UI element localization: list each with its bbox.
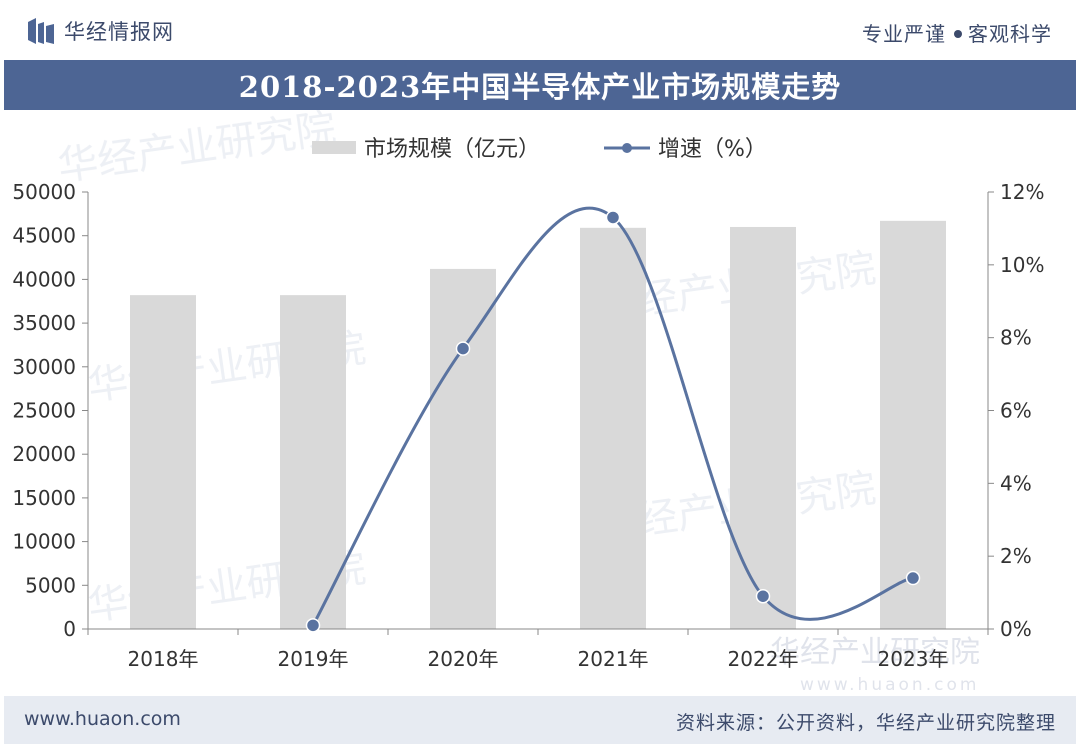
chart: 华经产业研究院华经产业研究院华经产业研究院华经产业研究院华经产业研究院华经产业研… — [12, 110, 1044, 694]
footer: www.huaon.com 资料来源：公开资料，华经产业研究院整理 — [4, 696, 1076, 744]
bar-2021年 — [580, 227, 646, 630]
growth-point-2023年 — [905, 570, 921, 586]
growth-point-2021年 — [605, 210, 621, 225]
brand: 华经情报网 — [28, 16, 174, 46]
watermark-brand: 华经产业研究院 www.huaon.com — [770, 635, 980, 694]
x-tick-label: 2018年 — [128, 647, 199, 671]
y-left-tick-label: 35000 — [12, 311, 76, 335]
y-right-tick-label: 8% — [1000, 326, 1032, 350]
y-right-tick-label: 0% — [1000, 617, 1032, 641]
watermark-brand-url: www.huaon.com — [800, 675, 979, 694]
legend-line-label: 增速（%） — [658, 137, 767, 162]
y-left-tick-label: 5000 — [25, 573, 76, 597]
bar-2023年 — [880, 220, 946, 630]
y-left-tick-label: 10000 — [12, 530, 76, 554]
legend-bar-swatch — [312, 141, 356, 154]
y-left-tick-label: 30000 — [12, 355, 76, 379]
y-left-tick-label: 0 — [63, 617, 76, 641]
y-left-tick-label: 45000 — [12, 224, 76, 248]
growth-point-2020年 — [455, 341, 471, 356]
x-tick-label: 2022年 — [728, 647, 799, 671]
top-header: 华经情报网 专业严谨 客观科学 — [0, 0, 1080, 58]
slogan-left: 专业严谨 — [862, 22, 946, 46]
growth-point-2019年 — [305, 618, 321, 633]
bar-2018年 — [130, 295, 196, 629]
watermark-text: 华经产业研究院 — [55, 110, 339, 190]
slogan: 专业严谨 客观科学 — [862, 18, 1052, 47]
y-right-tick-label: 4% — [1000, 471, 1032, 495]
chart-title: 2018-2023年中国半导体产业市场规模走势 — [238, 70, 842, 104]
bar-2022年 — [730, 226, 796, 629]
bar-2020年 — [430, 268, 496, 629]
legend-bar-label: 市场规模（亿元） — [364, 137, 540, 162]
legend-line-marker — [622, 143, 632, 153]
footer-url: www.huaon.com — [24, 708, 181, 730]
slogan-right: 客观科学 — [968, 22, 1052, 46]
x-tick-label: 2020年 — [428, 647, 499, 671]
x-tick-label: 2023年 — [878, 647, 949, 671]
y-left-tick-label: 15000 — [12, 486, 76, 510]
y-left-tick-label: 25000 — [12, 399, 76, 423]
y-right-tick-label: 2% — [1000, 544, 1032, 568]
growth-point-2022年 — [755, 588, 771, 604]
slogan-dot — [954, 30, 962, 38]
watermark-brand-name: 华经产业研究院 — [770, 635, 980, 670]
footer-source: 资料来源：公开资料，华经产业研究院整理 — [675, 712, 1056, 734]
y-left-tick-label: 20000 — [12, 442, 76, 466]
y-right-tick-label: 12% — [1000, 180, 1044, 204]
x-tick-label: 2021年 — [578, 647, 649, 671]
y-left-tick-label: 50000 — [12, 180, 76, 204]
y-right-tick-label: 6% — [1000, 399, 1032, 423]
bar-2019年 — [280, 295, 346, 629]
y-right-tick-label: 10% — [1000, 253, 1044, 277]
brand-logo-icon — [28, 18, 54, 44]
brand-name: 华经情报网 — [64, 20, 174, 44]
x-tick-label: 2019年 — [278, 647, 349, 671]
y-left-tick-label: 40000 — [12, 267, 76, 291]
legend: 市场规模（亿元） 增速（%） — [312, 137, 767, 162]
title-band: 2018-2023年中国半导体产业市场规模走势 — [4, 60, 1076, 110]
